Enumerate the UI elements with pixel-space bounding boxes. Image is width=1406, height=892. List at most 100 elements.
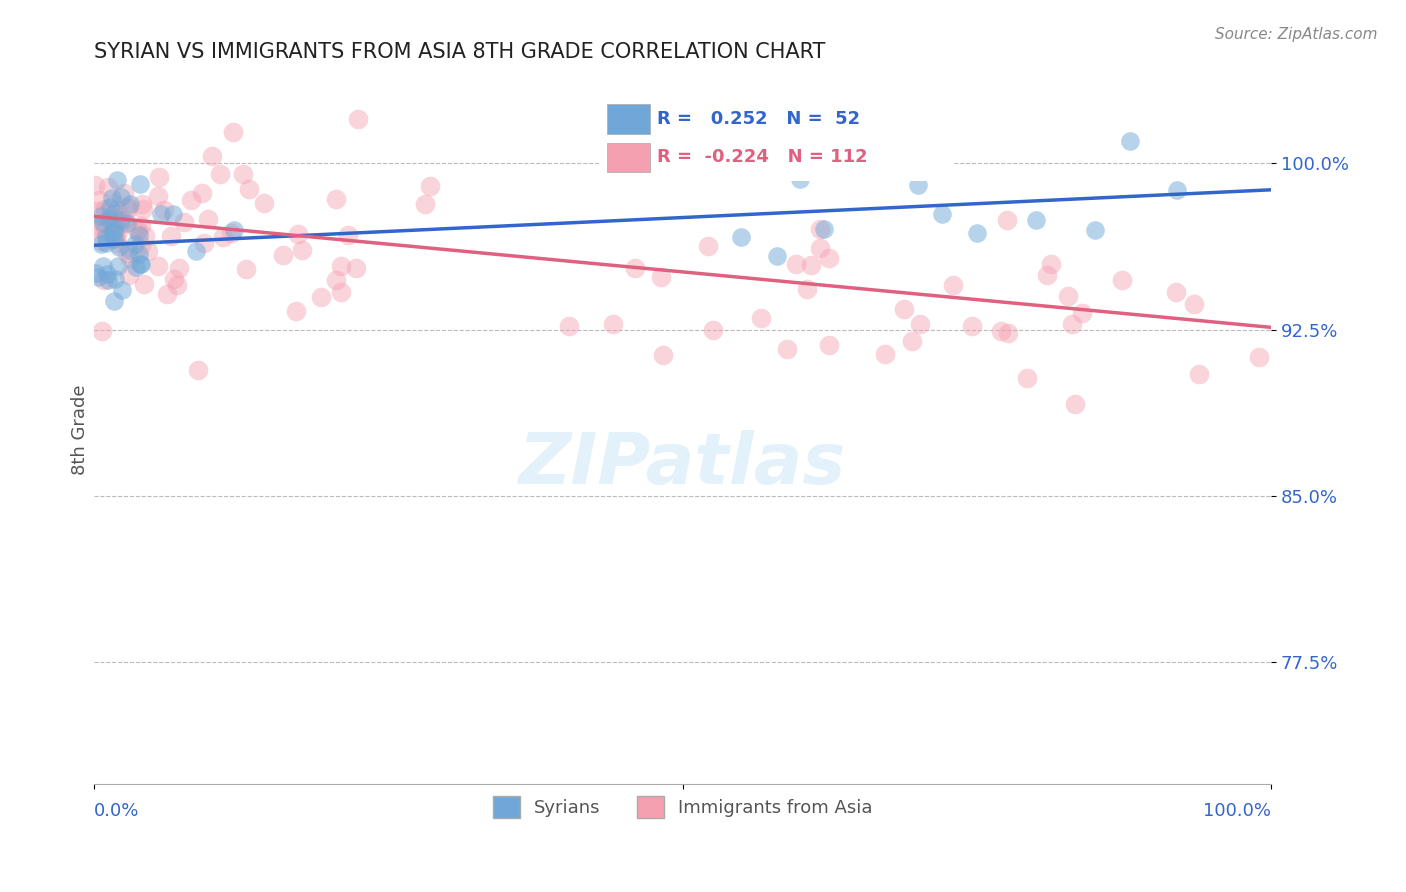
Immigrants from Asia	[344, 260, 367, 275]
Immigrants from Asia	[287, 227, 309, 242]
Immigrants from Asia	[990, 325, 1012, 339]
Immigrants from Asia	[97, 180, 120, 194]
Immigrants from Asia	[117, 200, 139, 214]
Immigrants from Asia	[960, 319, 983, 334]
Syrians	[97, 273, 120, 287]
Immigrants from Asia	[180, 193, 202, 207]
Immigrants from Asia	[93, 273, 115, 287]
Immigrants from Asia	[558, 319, 581, 334]
Immigrants from Asia	[309, 290, 332, 304]
Syrians	[730, 230, 752, 244]
Immigrants from Asia	[166, 278, 188, 293]
Immigrants from Asia	[169, 260, 191, 275]
Immigrants from Asia	[796, 282, 818, 296]
Immigrants from Asia	[413, 196, 436, 211]
Syrians	[110, 213, 132, 227]
Immigrants from Asia	[146, 259, 169, 273]
Immigrants from Asia	[1035, 268, 1057, 283]
Immigrants from Asia	[148, 169, 170, 184]
Immigrants from Asia	[419, 178, 441, 193]
Immigrants from Asia	[136, 244, 159, 259]
Immigrants from Asia	[104, 227, 127, 242]
Immigrants from Asia	[238, 181, 260, 195]
Syrians	[107, 260, 129, 274]
Syrians	[91, 216, 114, 230]
Syrians	[931, 207, 953, 221]
Immigrants from Asia	[330, 259, 353, 273]
Immigrants from Asia	[696, 239, 718, 253]
Immigrants from Asia	[90, 219, 112, 233]
Immigrants from Asia	[127, 223, 149, 237]
Immigrants from Asia	[118, 268, 141, 283]
Text: ZIPatlas: ZIPatlas	[519, 431, 846, 500]
Immigrants from Asia	[347, 112, 370, 126]
Immigrants from Asia	[103, 211, 125, 226]
Immigrants from Asia	[1040, 257, 1063, 271]
Syrians	[118, 243, 141, 257]
Syrians	[128, 257, 150, 271]
Syrians	[103, 272, 125, 286]
Immigrants from Asia	[100, 215, 122, 229]
Syrians	[907, 178, 929, 192]
Text: 100.0%: 100.0%	[1204, 802, 1271, 820]
Immigrants from Asia	[942, 278, 965, 293]
Syrians	[94, 230, 117, 244]
Syrians	[111, 283, 134, 297]
Immigrants from Asia	[201, 149, 224, 163]
Syrians	[96, 267, 118, 281]
Immigrants from Asia	[94, 221, 117, 235]
Immigrants from Asia	[97, 211, 120, 225]
Legend: Syrians, Immigrants from Asia: Syrians, Immigrants from Asia	[485, 789, 880, 825]
Syrians	[128, 246, 150, 260]
Immigrants from Asia	[271, 247, 294, 261]
Syrians	[966, 226, 988, 240]
Syrians	[90, 210, 112, 224]
Immigrants from Asia	[1164, 285, 1187, 300]
Syrians	[124, 236, 146, 251]
Immigrants from Asia	[1056, 288, 1078, 302]
Syrians	[125, 260, 148, 274]
Syrians	[101, 191, 124, 205]
Immigrants from Asia	[117, 202, 139, 216]
Immigrants from Asia	[153, 203, 176, 218]
Immigrants from Asia	[131, 219, 153, 233]
Immigrants from Asia	[173, 215, 195, 229]
Immigrants from Asia	[187, 362, 209, 376]
Immigrants from Asia	[105, 235, 128, 250]
Immigrants from Asia	[1060, 318, 1083, 332]
Immigrants from Asia	[325, 273, 347, 287]
Immigrants from Asia	[893, 301, 915, 316]
Immigrants from Asia	[325, 193, 347, 207]
Immigrants from Asia	[800, 258, 823, 272]
Immigrants from Asia	[105, 202, 128, 217]
Immigrants from Asia	[134, 229, 156, 244]
Immigrants from Asia	[208, 167, 231, 181]
Immigrants from Asia	[219, 226, 242, 240]
Syrians	[1083, 223, 1105, 237]
Syrians	[103, 293, 125, 308]
Immigrants from Asia	[120, 251, 142, 265]
Immigrants from Asia	[775, 342, 797, 356]
Immigrants from Asia	[808, 241, 831, 255]
Immigrants from Asia	[875, 347, 897, 361]
Immigrants from Asia	[104, 231, 127, 245]
Syrians	[103, 206, 125, 220]
Immigrants from Asia	[1249, 350, 1271, 364]
Syrians	[848, 158, 870, 172]
Immigrants from Asia	[995, 212, 1018, 227]
Syrians	[129, 177, 152, 191]
Immigrants from Asia	[1188, 368, 1211, 382]
Immigrants from Asia	[131, 196, 153, 211]
Immigrants from Asia	[808, 222, 831, 236]
Syrians	[98, 211, 121, 226]
Syrians	[96, 236, 118, 251]
Immigrants from Asia	[652, 348, 675, 362]
Immigrants from Asia	[197, 212, 219, 227]
Immigrants from Asia	[291, 243, 314, 257]
Immigrants from Asia	[222, 125, 245, 139]
Immigrants from Asia	[193, 235, 215, 250]
Immigrants from Asia	[91, 324, 114, 338]
Syrians	[813, 222, 835, 236]
Syrians	[110, 190, 132, 204]
Syrians	[128, 227, 150, 242]
